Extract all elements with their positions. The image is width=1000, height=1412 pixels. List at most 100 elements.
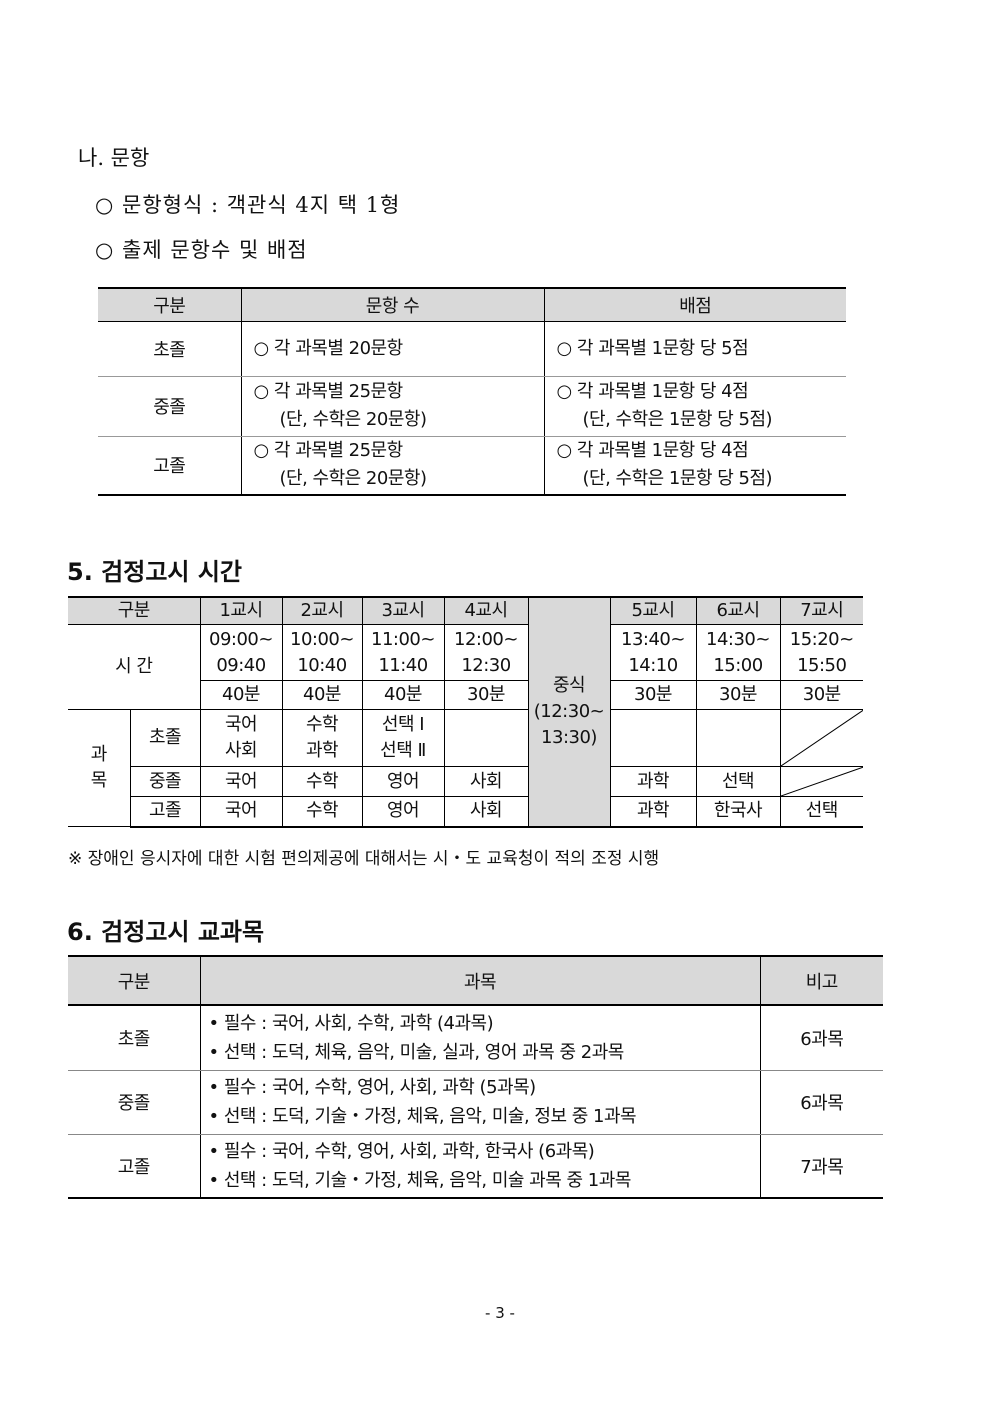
diagonal-cell	[779, 709, 864, 767]
start-time: 09:00~	[209, 628, 273, 650]
required-subjects: • 필수 : 국어, 사회, 수학, 과학 (4과목)	[208, 1012, 494, 1034]
duration-cell: 30분	[443, 680, 529, 710]
score-text: ○ 각 과목별 1문항 당 5점	[556, 337, 749, 359]
subjects-table: 구분 과목 비고 초졸 • 필수 : 국어, 사회, 수학, 과학 (4과목) • 선택…	[68, 955, 883, 1199]
level-cell: 중졸	[68, 1069, 201, 1135]
score-text: ○ 각 과목별 1문항 당 4점	[556, 440, 749, 462]
start-time: 10:00~	[290, 628, 354, 650]
time-cell: 15:20~ 15:50	[779, 624, 863, 681]
count-text: ○ 각 과목별 25문항	[253, 440, 404, 462]
level-cell: 초졸	[68, 1004, 201, 1071]
count-text: (단, 수학은 20문항)	[279, 468, 427, 490]
duration-cell: 30분	[779, 680, 863, 710]
subject-cell: 수학	[281, 796, 363, 828]
header-cell: 배점	[543, 287, 846, 322]
duration-cell: 40분	[199, 680, 283, 710]
subject-cell: 선택	[695, 766, 781, 797]
diagonal-line	[781, 710, 864, 766]
subjects-cell: • 필수 : 국어, 수학, 영어, 사회, 과학 (5과목) • 선택 : 도덕…	[199, 1069, 761, 1135]
end-time: 15:50	[797, 654, 847, 676]
time-cell: 12:00~ 12:30	[443, 624, 529, 681]
header-cell: 구분	[68, 596, 201, 625]
header-cell: 6교시	[695, 596, 781, 625]
lunch-cell: 중식 (12:30~ 13:30)	[527, 596, 611, 828]
header-cell: 2교시	[281, 596, 363, 625]
optional-subjects: • 선택 : 도덕, 기술・가정, 체육, 음악, 미술 과목 중 1과목	[208, 1169, 632, 1191]
section-5-title: 5. 검정고시 시간	[67, 558, 243, 586]
duration-cell: 30분	[695, 680, 781, 710]
subject-cell: 선택	[779, 796, 863, 828]
subject-label-char: 목	[90, 770, 108, 791]
end-time: 15:00	[713, 654, 763, 676]
subject-label-char: 과	[90, 744, 108, 765]
count-cell: 7과목	[759, 1133, 883, 1199]
lunch-label: 중식	[552, 674, 586, 696]
header-cell: 구분	[68, 955, 201, 1006]
subject-cell: 영어	[361, 766, 445, 797]
required-subjects: • 필수 : 국어, 수학, 영어, 사회, 과학, 한국사 (6과목)	[208, 1140, 595, 1162]
header-cell: 문항 수	[240, 287, 545, 322]
start-time: 11:00~	[371, 628, 435, 650]
level-cell: 고졸	[129, 796, 201, 828]
subject-cell: 선택 Ⅰ 선택 Ⅱ	[361, 709, 445, 767]
section-heading: 나. 문항	[78, 146, 150, 170]
section-6-title: 6. 검정고시 교과목	[67, 918, 265, 946]
duration-cell: 30분	[609, 680, 697, 710]
duration-cell: 40분	[361, 680, 445, 710]
lunch-time: (12:30~	[533, 700, 605, 722]
optional-subjects: • 선택 : 도덕, 기술・가정, 체육, 음악, 미술, 정보 중 1과목	[208, 1106, 637, 1127]
end-time: 12:30	[461, 654, 511, 676]
time-cell: 11:00~ 11:40	[361, 624, 445, 681]
time-cell: 14:30~ 15:00	[695, 624, 781, 681]
subject-cell: 사회	[443, 796, 529, 828]
level-cell: 중졸	[98, 376, 242, 437]
duration-cell: 40분	[281, 680, 363, 710]
optional-subjects: • 선택 : 도덕, 체육, 음악, 미술, 실과, 영어 과목 중 2과목	[208, 1041, 625, 1063]
subject: 국어	[224, 714, 258, 735]
schedule-table: 구분 1교시 2교시 3교시 4교시 중식 (12:30~ 13:30) 5교시 6교시 7교시…	[68, 596, 863, 828]
start-time: 12:00~	[454, 628, 518, 650]
subject-cell: 영어	[361, 796, 445, 828]
count-cell: ○ 각 과목별 25문항 (단, 수학은 20문항)	[240, 436, 545, 496]
subject: 수학	[305, 714, 339, 735]
count-cell: ○ 각 과목별 25문항 (단, 수학은 20문항)	[240, 376, 545, 437]
subject: 과학	[305, 740, 339, 761]
score-text: ○ 각 과목별 1문항 당 4점	[556, 381, 749, 402]
end-time: 09:40	[216, 654, 266, 676]
end-time: 14:10	[628, 654, 678, 676]
score-text: (단, 수학은 1문항 당 5점)	[582, 409, 773, 430]
header-cell: 5교시	[609, 596, 697, 625]
note-text: ※ 장애인 응시자에 대한 시험 편의제공에 대해서는 시・도 교육청이 적의 …	[68, 849, 660, 869]
level-cell: 중졸	[129, 766, 201, 797]
header-cell: 7교시	[779, 596, 863, 625]
header-cell: 1교시	[199, 596, 283, 625]
time-label: 시 간	[68, 624, 201, 710]
subject: 선택 Ⅰ	[381, 714, 425, 735]
level-cell: 초졸	[98, 321, 242, 377]
subject: 선택 Ⅱ	[380, 740, 426, 761]
diagonal-line	[781, 767, 864, 796]
start-time: 15:20~	[789, 628, 854, 650]
start-time: 14:30~	[706, 628, 770, 650]
subjects-cell: • 필수 : 국어, 사회, 수학, 과학 (4과목) • 선택 : 도덕, 체육…	[199, 1004, 761, 1071]
time-cell: 10:00~ 10:40	[281, 624, 363, 681]
header-cell: 4교시	[443, 596, 529, 625]
questions-table: 구분 문항 수 배점 초졸 ○ 각 과목별 20문항 ○ 각 과목별 1문항 당 5점 …	[98, 287, 846, 496]
header-cell: 구분	[98, 287, 242, 322]
item-format: ○ 문항형식 : 객관식 4지 택 1형	[95, 193, 401, 217]
subjects-cell: • 필수 : 국어, 수학, 영어, 사회, 과학, 한국사 (6과목) • 선택…	[199, 1133, 761, 1199]
subject: 사회	[224, 740, 258, 761]
time-cell: 13:40~ 14:10	[609, 624, 697, 681]
subject-cell: 한국사	[695, 796, 781, 828]
empty-cell	[443, 709, 529, 767]
header-cell: 비고	[759, 955, 883, 1006]
diagonal-cell	[779, 766, 864, 797]
level-cell: 고졸	[68, 1133, 201, 1199]
score-cell: ○ 각 과목별 1문항 당 4점 (단, 수학은 1문항 당 5점)	[543, 376, 846, 437]
count-text: ○ 각 과목별 20문항	[253, 337, 404, 359]
item-count: ○ 출제 문항수 및 배점	[95, 238, 308, 262]
subject-cell: 국어	[199, 766, 283, 797]
